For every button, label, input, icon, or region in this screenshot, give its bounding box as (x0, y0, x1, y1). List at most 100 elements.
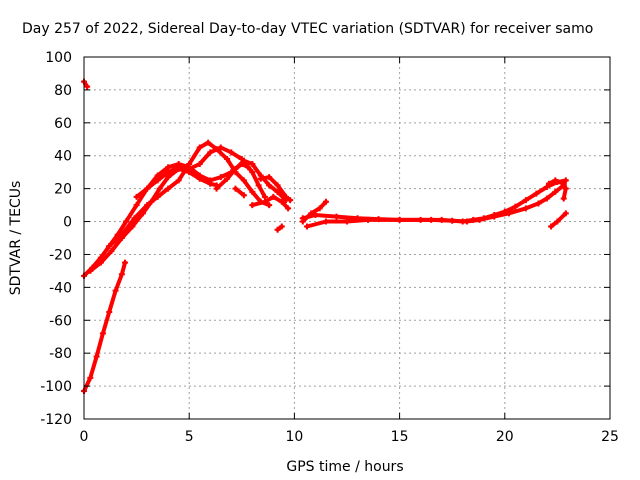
data-point (257, 175, 264, 182)
data-point (249, 160, 256, 167)
data-point (175, 177, 182, 184)
data-point (274, 226, 281, 233)
data-point (112, 287, 119, 294)
data-point (449, 217, 456, 224)
x-axis-label: GPS time / hours (286, 459, 403, 475)
data-point (287, 197, 294, 204)
data-point (543, 183, 550, 190)
data-point (249, 169, 256, 176)
data-point (217, 174, 224, 181)
series-arc2 (81, 259, 129, 395)
series-line (82, 260, 127, 393)
data-point (562, 210, 569, 217)
data-point (266, 202, 273, 209)
data-series (81, 78, 569, 395)
data-point (522, 197, 529, 204)
data-point (87, 267, 94, 274)
data-point (428, 216, 435, 223)
series-arc8 (232, 185, 247, 199)
data-point (217, 144, 224, 151)
y-tick-label: 20 (54, 182, 72, 198)
series-arc11 (274, 223, 285, 233)
series-arc15 (545, 177, 569, 202)
series-line (233, 186, 246, 198)
data-point (274, 188, 281, 195)
series-line (549, 211, 568, 229)
data-point (545, 180, 552, 187)
data-point (543, 195, 550, 202)
data-point (255, 182, 262, 189)
data-point (122, 259, 129, 266)
data-point (99, 330, 106, 337)
series-arc7 (213, 157, 289, 204)
data-point (533, 190, 540, 197)
data-point (278, 198, 285, 205)
x-tick-label: 10 (285, 429, 303, 445)
series-line (88, 166, 219, 273)
y-tick-label: 60 (54, 116, 72, 132)
y-tick-label: -40 (49, 280, 72, 296)
data-point (560, 195, 567, 202)
data-point (87, 374, 94, 381)
series-arc14 (304, 182, 567, 230)
data-point (123, 218, 130, 225)
y-tick-label: 100 (45, 50, 72, 66)
data-point (240, 157, 247, 164)
data-point (506, 210, 513, 217)
data-point (118, 271, 125, 278)
data-point (299, 215, 306, 222)
data-point (266, 174, 273, 181)
plot-frame (83, 56, 611, 420)
data-point (205, 139, 212, 146)
tick-labels: 0 5 10 15 20 25 -120 -100 -80 -60 -40 -20 0 20 40 60 80 1… (40, 50, 619, 445)
data-point (312, 211, 319, 218)
data-point (274, 182, 281, 189)
data-point (165, 169, 172, 176)
series-arc16 (548, 210, 569, 230)
data-point (285, 205, 292, 212)
y-tick-label: -60 (49, 313, 72, 329)
data-point (156, 185, 163, 192)
data-point (316, 205, 323, 212)
data-point (552, 177, 559, 184)
data-point (93, 353, 100, 360)
data-point (106, 243, 113, 250)
grid-lines (84, 57, 610, 419)
data-point (560, 180, 567, 187)
data-point (154, 193, 161, 200)
y-tick-label: 80 (54, 83, 72, 99)
data-point (365, 216, 372, 223)
data-point (97, 259, 104, 266)
data-point (512, 203, 519, 210)
data-point (232, 165, 239, 172)
series-line (305, 183, 566, 229)
data-point (282, 193, 289, 200)
y-axis-label: SDTVAR / TECUs (8, 181, 24, 296)
data-point (562, 177, 569, 184)
data-point (133, 193, 140, 200)
data-point (154, 177, 161, 184)
data-point (322, 198, 329, 205)
x-tick-label: 0 (80, 429, 89, 445)
data-point (144, 185, 151, 192)
data-point (108, 248, 115, 255)
data-point (322, 218, 329, 225)
data-point (491, 213, 498, 220)
data-point (106, 309, 113, 316)
data-point (240, 192, 247, 199)
data-point (249, 202, 256, 209)
data-point (278, 223, 285, 230)
y-tick-label: 0 (63, 215, 72, 231)
data-point (207, 149, 214, 156)
data-point (196, 175, 203, 182)
data-point (186, 165, 193, 172)
y-tick-label: -120 (40, 412, 72, 428)
series-line (134, 145, 267, 199)
data-point (175, 164, 182, 171)
data-point (522, 205, 529, 212)
data-point (562, 185, 569, 192)
data-point (118, 231, 125, 238)
data-point (548, 223, 555, 230)
data-point (270, 193, 277, 200)
